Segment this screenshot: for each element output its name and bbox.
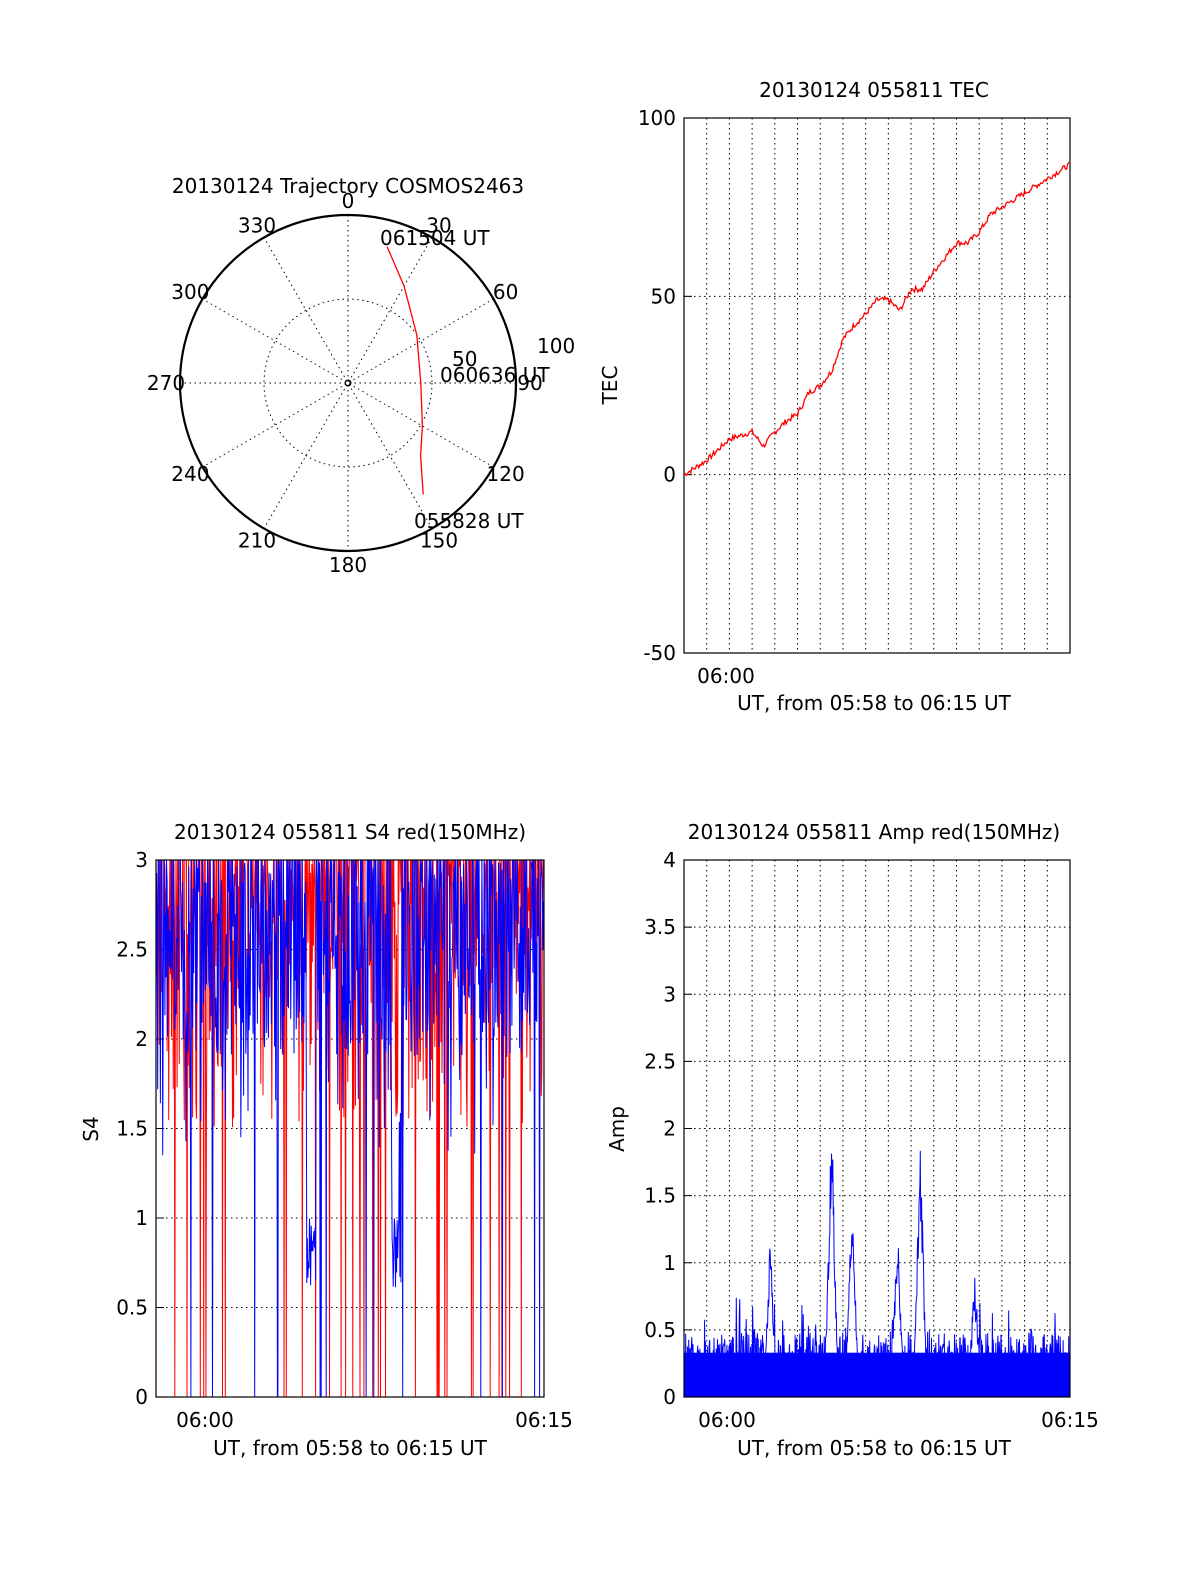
polar-title: 20130124 Trajectory COSMOS2463: [172, 174, 524, 198]
polar-angle-label: 330: [238, 213, 276, 237]
ytick-label: 2.5: [644, 1049, 676, 1073]
polar-panel: 20130124 Trajectory COSMOS2463 0 30 60 90 12…: [147, 174, 575, 577]
ytick-label: 3: [663, 982, 676, 1006]
ytick-label: 1: [663, 1251, 676, 1275]
ytick-label: 4: [663, 848, 676, 872]
s4-panel: 20130124 055811 S4 red(150MHz) 3 2.5 2 1.5 1…: [79, 820, 573, 1460]
s4-title: 20130124 055811 S4 red(150MHz): [174, 820, 526, 844]
s4-ylabel: S4: [79, 1116, 103, 1141]
polar-radius-label-50: 50: [452, 347, 477, 371]
s4-blue-series: [155, 859, 545, 1398]
trajectory-track: [386, 246, 424, 495]
amp-frame: [683, 859, 1071, 1398]
s4-xtick-0615: 06:15: [515, 1408, 573, 1432]
polar-inner-ring: [263, 298, 433, 468]
polar-angle-label: 180: [329, 553, 367, 577]
polar-angle-label: 300: [171, 280, 209, 304]
polar-angle-label: 150: [420, 529, 458, 553]
polar-spoke: [263, 237, 433, 529]
amp-yticks: 4 3.5 3 2.5 2 1.5 1 0.5 0: [644, 848, 676, 1409]
ytick-label: -50: [643, 641, 676, 665]
tec-title: 20130124 055811 TEC: [759, 78, 989, 102]
tec-panel: 20130124 055811 TEC 100 50 0 -50 06:00 UT, …: [598, 78, 1071, 715]
polar-angle-label: 120: [487, 462, 525, 486]
ytick-label: 3.5: [644, 915, 676, 939]
ytick-label: 50: [651, 284, 676, 308]
polar-spoke: [202, 298, 494, 468]
ytick-label: 2: [135, 1027, 148, 1051]
tec-xlabel: UT, from 05:58 to 06:15 UT: [737, 691, 1012, 715]
tec-yticks: 100 50 0 -50: [638, 106, 676, 665]
tec-series-line: [683, 161, 1070, 477]
polar-angle-label: 30: [426, 213, 451, 237]
polar-angle-labels: 0 30 60 90 120 150 180 210 240 270 300 330: [147, 189, 543, 577]
amp-xtick-0615: 06:15: [1041, 1408, 1099, 1432]
amp-xlabel: UT, from 05:58 to 06:15 UT: [737, 1436, 1012, 1460]
ytick-label: 2: [663, 1117, 676, 1141]
polar-angle-label: 240: [171, 462, 209, 486]
ytick-label: 0.5: [644, 1318, 676, 1342]
ytick-label: 1: [135, 1206, 148, 1230]
polar-spoke: [202, 298, 494, 468]
s4-xtick-0600: 06:00: [176, 1408, 234, 1432]
amp-panel: 20130124 055811 Amp red(150MHz) 4 3.5 3 2.5…: [605, 820, 1099, 1460]
polar-angle-label: 90: [517, 371, 542, 395]
trajectory-start-time: 055828 UT: [414, 509, 524, 533]
ytick-label: 0: [135, 1385, 148, 1409]
polar-angle-label: 270: [147, 371, 185, 395]
ytick-label: 3: [135, 848, 148, 872]
polar-center: [344, 379, 352, 387]
ytick-label: 0: [663, 463, 676, 487]
tec-frame: [683, 117, 1071, 654]
ytick-label: 100: [638, 106, 676, 130]
amp-title: 20130124 055811 Amp red(150MHz): [688, 820, 1060, 844]
ytick-label: 1.5: [644, 1184, 676, 1208]
s4-yticks: 3 2.5 2 1.5 1 0.5 0: [116, 848, 148, 1409]
ytick-label: 2.5: [116, 938, 148, 962]
s4-frame: [155, 859, 545, 1398]
polar-radius-label-100: 100: [537, 334, 575, 358]
tec-grid: [684, 117, 1070, 654]
amp-blue-series: [683, 1150, 1071, 1397]
tec-xtick-0600: 06:00: [697, 664, 755, 688]
amp-ylabel: Amp: [605, 1106, 629, 1152]
amp-xtick-0600: 06:00: [698, 1408, 756, 1432]
ytick-label: 0: [663, 1385, 676, 1409]
tec-ylabel: TEC: [598, 366, 622, 406]
polar-angle-label: 60: [493, 280, 518, 304]
polar-angle-label: 0: [342, 189, 355, 213]
ytick-label: 0.5: [116, 1296, 148, 1320]
s4-xlabel: UT, from 05:58 to 06:15 UT: [213, 1436, 488, 1460]
polar-grid: [178, 213, 518, 553]
polar-angle-label: 210: [238, 529, 276, 553]
ytick-label: 1.5: [116, 1117, 148, 1141]
trajectory-end-time: 061504 UT: [380, 226, 490, 250]
trajectory-mid-time: 060636 UT: [440, 363, 550, 387]
amp-grid: [684, 859, 1070, 1398]
